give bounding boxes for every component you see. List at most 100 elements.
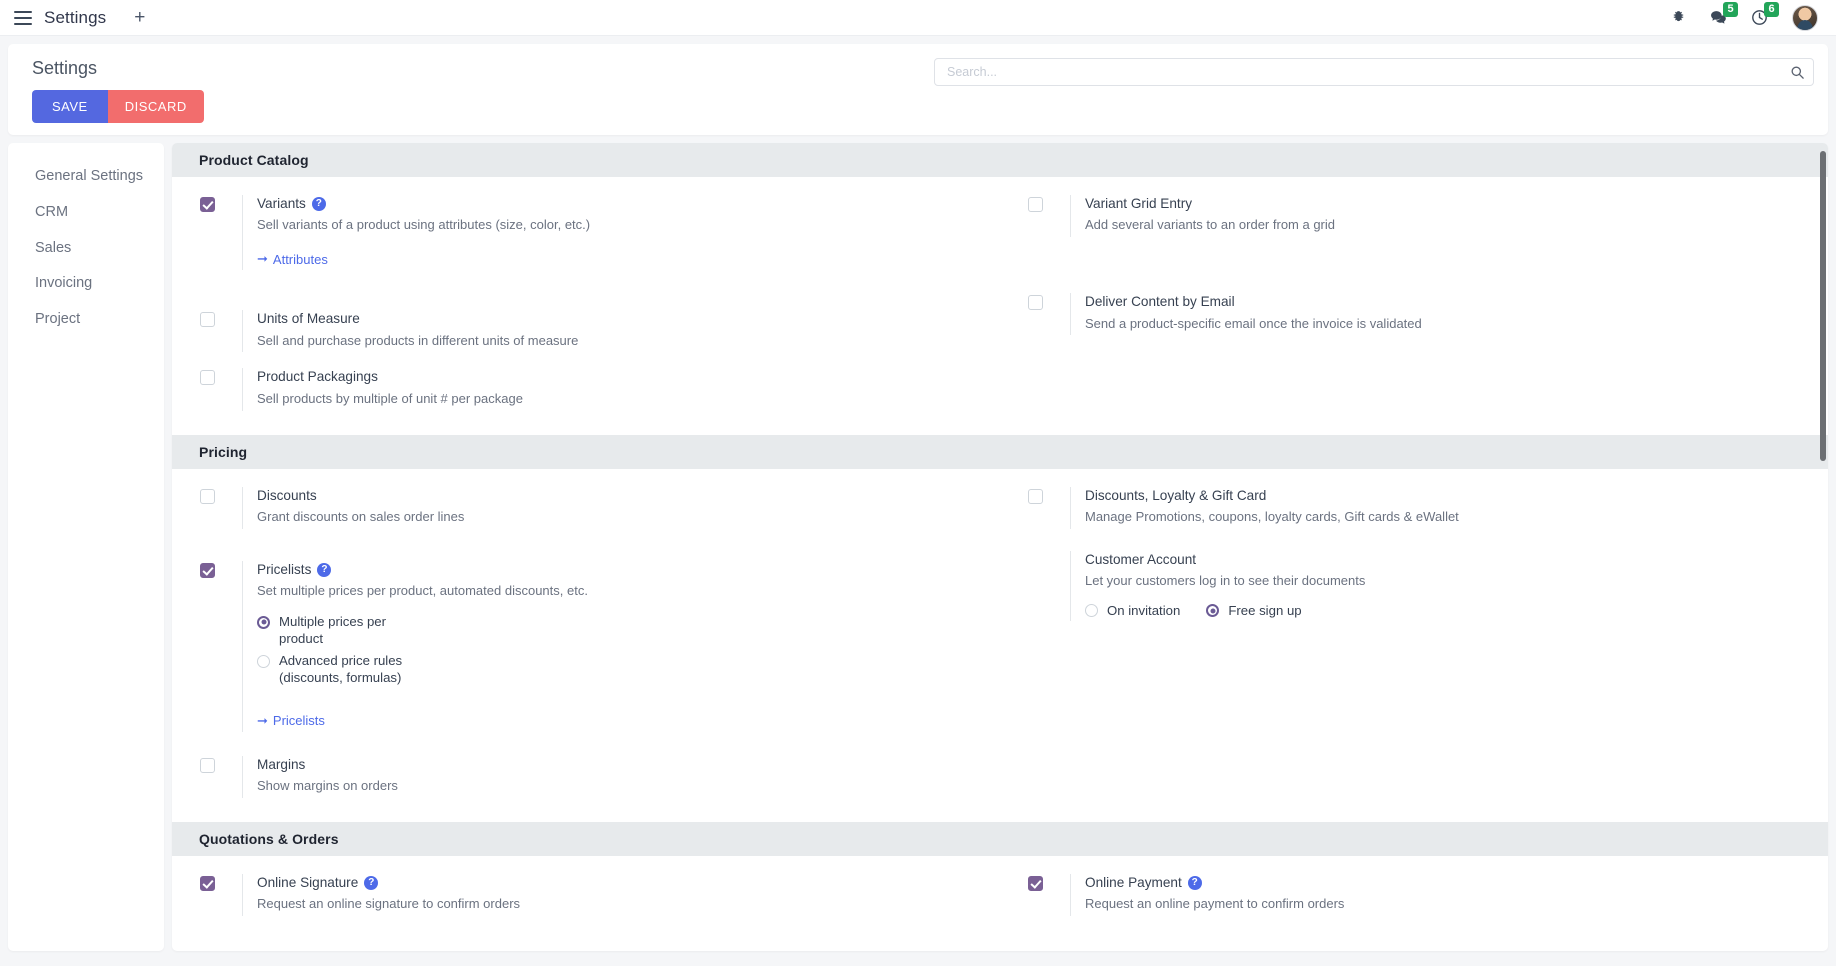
variants-body: Variants ? Sell variants of a product us… xyxy=(242,195,980,271)
bug-glyph xyxy=(1673,11,1684,22)
variant-grid-entry-description: Add several variants to an order from a … xyxy=(1085,217,1336,233)
radio-on-invitation-indicator[interactable] xyxy=(1085,604,1098,618)
deliver-content-by-email-body: Deliver Content by Email Send a product-… xyxy=(1070,293,1808,336)
activities-clock-icon[interactable]: 6 xyxy=(1751,2,1779,26)
pricelists-help-icon[interactable]: ? xyxy=(317,562,332,577)
save-button[interactable]: SAVE xyxy=(32,90,108,123)
hamburger-icon[interactable] xyxy=(10,5,36,31)
settings-scroll-container: Product Catalog Variants ? xyxy=(172,143,1828,951)
section-body-pricing: Discounts Grant discounts on sales order… xyxy=(172,469,1828,822)
pricelists-link[interactable]: ➞ Pricelists xyxy=(257,713,325,729)
online-signature-checkbox[interactable] xyxy=(200,875,215,891)
deliver-content-by-email-checkbox-cell xyxy=(1028,293,1070,335)
setting-discounts: Discounts Grant discounts on sales order… xyxy=(200,486,980,529)
discounts-loyalty-title-row: Discounts, Loyalty & Gift Card xyxy=(1085,487,1808,505)
user-avatar[interactable] xyxy=(1792,4,1818,31)
radio-on-invitation[interactable]: On invitation xyxy=(1085,602,1180,619)
variants-checkbox-cell xyxy=(200,195,242,270)
online-payment-checkbox[interactable] xyxy=(1028,875,1043,891)
discounts-body: Discounts Grant discounts on sales order… xyxy=(242,486,980,529)
online-signature-help-icon[interactable]: ? xyxy=(364,875,379,890)
deliver-content-by-email-label: Deliver Content by Email xyxy=(1085,294,1235,310)
add-tab-button[interactable]: + xyxy=(134,7,146,28)
setting-pricelists: Pricelists ? Set multiple prices per pro… xyxy=(200,560,980,732)
pricelists-body: Pricelists ? Set multiple prices per pro… xyxy=(242,560,980,732)
arrow-right-icon: ➞ xyxy=(257,712,268,728)
section-header-pricing: Pricing xyxy=(172,434,1828,469)
variants-checkbox[interactable] xyxy=(200,197,215,212)
margins-checkbox[interactable] xyxy=(200,757,215,773)
setting-variants: Variants ? Sell variants of a product us… xyxy=(200,195,980,271)
discounts-description: Grant discounts on sales order lines xyxy=(257,508,465,524)
bug-icon[interactable] xyxy=(1671,10,1686,25)
sidebar-item-sales[interactable]: Sales xyxy=(35,239,72,256)
radio-advanced-price-rules-indicator[interactable] xyxy=(257,654,270,668)
settings-sidebar: General Settings CRM Sales Invoicing Pro… xyxy=(8,143,164,951)
vertical-scrollbar[interactable] xyxy=(1819,143,1827,951)
units-of-measure-checkbox[interactable] xyxy=(200,312,215,328)
spacer xyxy=(200,736,980,756)
margins-label: Margins xyxy=(257,756,306,772)
pricelists-label: Pricelists xyxy=(257,561,312,577)
attributes-link[interactable]: ➞ Attributes xyxy=(257,251,328,267)
variant-grid-entry-checkbox[interactable] xyxy=(1028,197,1043,212)
messages-icon[interactable]: 5 xyxy=(1710,2,1738,26)
online-signature-label: Online Signature xyxy=(257,874,359,890)
variants-title-row: Variants ? xyxy=(257,195,980,213)
vertical-scrollbar-thumb[interactable] xyxy=(1820,151,1826,461)
product-packagings-label: Product Packagings xyxy=(257,369,378,385)
radio-advanced-price-rules-label: Advanced price rules (discounts, formula… xyxy=(279,652,403,686)
online-payment-help-icon[interactable]: ? xyxy=(1187,875,1202,890)
section-body-product-catalog: Variants ? Sell variants of a product us… xyxy=(172,177,1828,435)
variants-label: Variants xyxy=(257,196,306,211)
radio-free-sign-up-label: Free sign up xyxy=(1228,602,1302,618)
search-bar[interactable] xyxy=(934,58,1814,86)
search-icon[interactable] xyxy=(1790,65,1805,80)
variants-help-icon[interactable]: ? xyxy=(311,197,326,212)
discounts-title-row: Discounts xyxy=(257,487,980,505)
discounts-checkbox[interactable] xyxy=(200,488,215,504)
radio-multiple-prices-label: Multiple prices per product xyxy=(279,613,387,647)
sidebar-item-general-settings[interactable]: General Settings xyxy=(35,168,144,184)
systray: 5 6 xyxy=(1671,2,1818,31)
discounts-loyalty-description: Manage Promotions, coupons, loyalty card… xyxy=(1085,508,1459,524)
deliver-content-by-email-checkbox[interactable] xyxy=(1028,295,1043,311)
pricelists-checkbox[interactable] xyxy=(200,562,215,578)
spacer xyxy=(1028,533,1808,551)
spacer xyxy=(200,533,980,561)
arrow-right-icon: ➞ xyxy=(257,251,268,267)
units-of-measure-label: Units of Measure xyxy=(257,311,360,327)
control-panel: Settings SAVE DISCARD xyxy=(8,44,1828,135)
app-title: Settings xyxy=(44,7,107,27)
discounts-loyalty-checkbox[interactable] xyxy=(1028,488,1043,504)
pricelists-description: Set multiple prices per product, automat… xyxy=(257,583,588,599)
units-of-measure-description: Sell and purchase products in different … xyxy=(257,332,579,348)
sidebar-item-project[interactable]: Project xyxy=(35,311,81,327)
pricelists-radio-group: Multiple prices per product Advanced pri… xyxy=(257,613,980,687)
radio-multiple-prices-per-product[interactable]: Multiple prices per product xyxy=(257,613,980,648)
online-payment-checkbox-cell xyxy=(1028,874,1070,916)
sidebar-item-crm[interactable]: CRM xyxy=(35,203,69,220)
online-payment-title-row: Online Payment ? xyxy=(1085,874,1808,892)
customer-account-radio-group: On invitation Free sign up xyxy=(1085,602,1808,619)
radio-multiple-prices-indicator[interactable] xyxy=(257,615,270,629)
radio-advanced-price-rules[interactable]: Advanced price rules (discounts, formula… xyxy=(257,652,980,687)
units-of-measure-title-row: Units of Measure xyxy=(257,310,980,328)
pricing-left-column: Discounts Grant discounts on sales order… xyxy=(172,486,1000,802)
search-input[interactable] xyxy=(947,65,1790,79)
customer-account-description: Let your customers log in to see their d… xyxy=(1085,573,1366,589)
variant-grid-entry-label: Variant Grid Entry xyxy=(1085,196,1193,211)
radio-free-sign-up[interactable]: Free sign up xyxy=(1206,602,1302,619)
sidebar-item-invoicing[interactable]: Invoicing xyxy=(35,275,93,292)
online-signature-title-row: Online Signature ? xyxy=(257,874,980,892)
customer-account-body: Customer Account Let your customers log … xyxy=(1070,550,1808,622)
product-packagings-checkbox[interactable] xyxy=(200,370,215,386)
setting-variant-grid-entry: Variant Grid Entry Add several variants … xyxy=(1028,195,1808,238)
setting-deliver-content-by-email: Deliver Content by Email Send a product-… xyxy=(1028,293,1808,336)
chat-bubble-glyph xyxy=(1711,11,1726,24)
section-header-product-catalog: Product Catalog xyxy=(172,143,1828,177)
discounts-checkbox-cell xyxy=(200,487,242,529)
radio-free-sign-up-indicator[interactable] xyxy=(1206,604,1220,618)
discard-button[interactable]: DISCARD xyxy=(107,90,204,123)
control-panel-left: Settings SAVE DISCARD xyxy=(22,54,204,123)
